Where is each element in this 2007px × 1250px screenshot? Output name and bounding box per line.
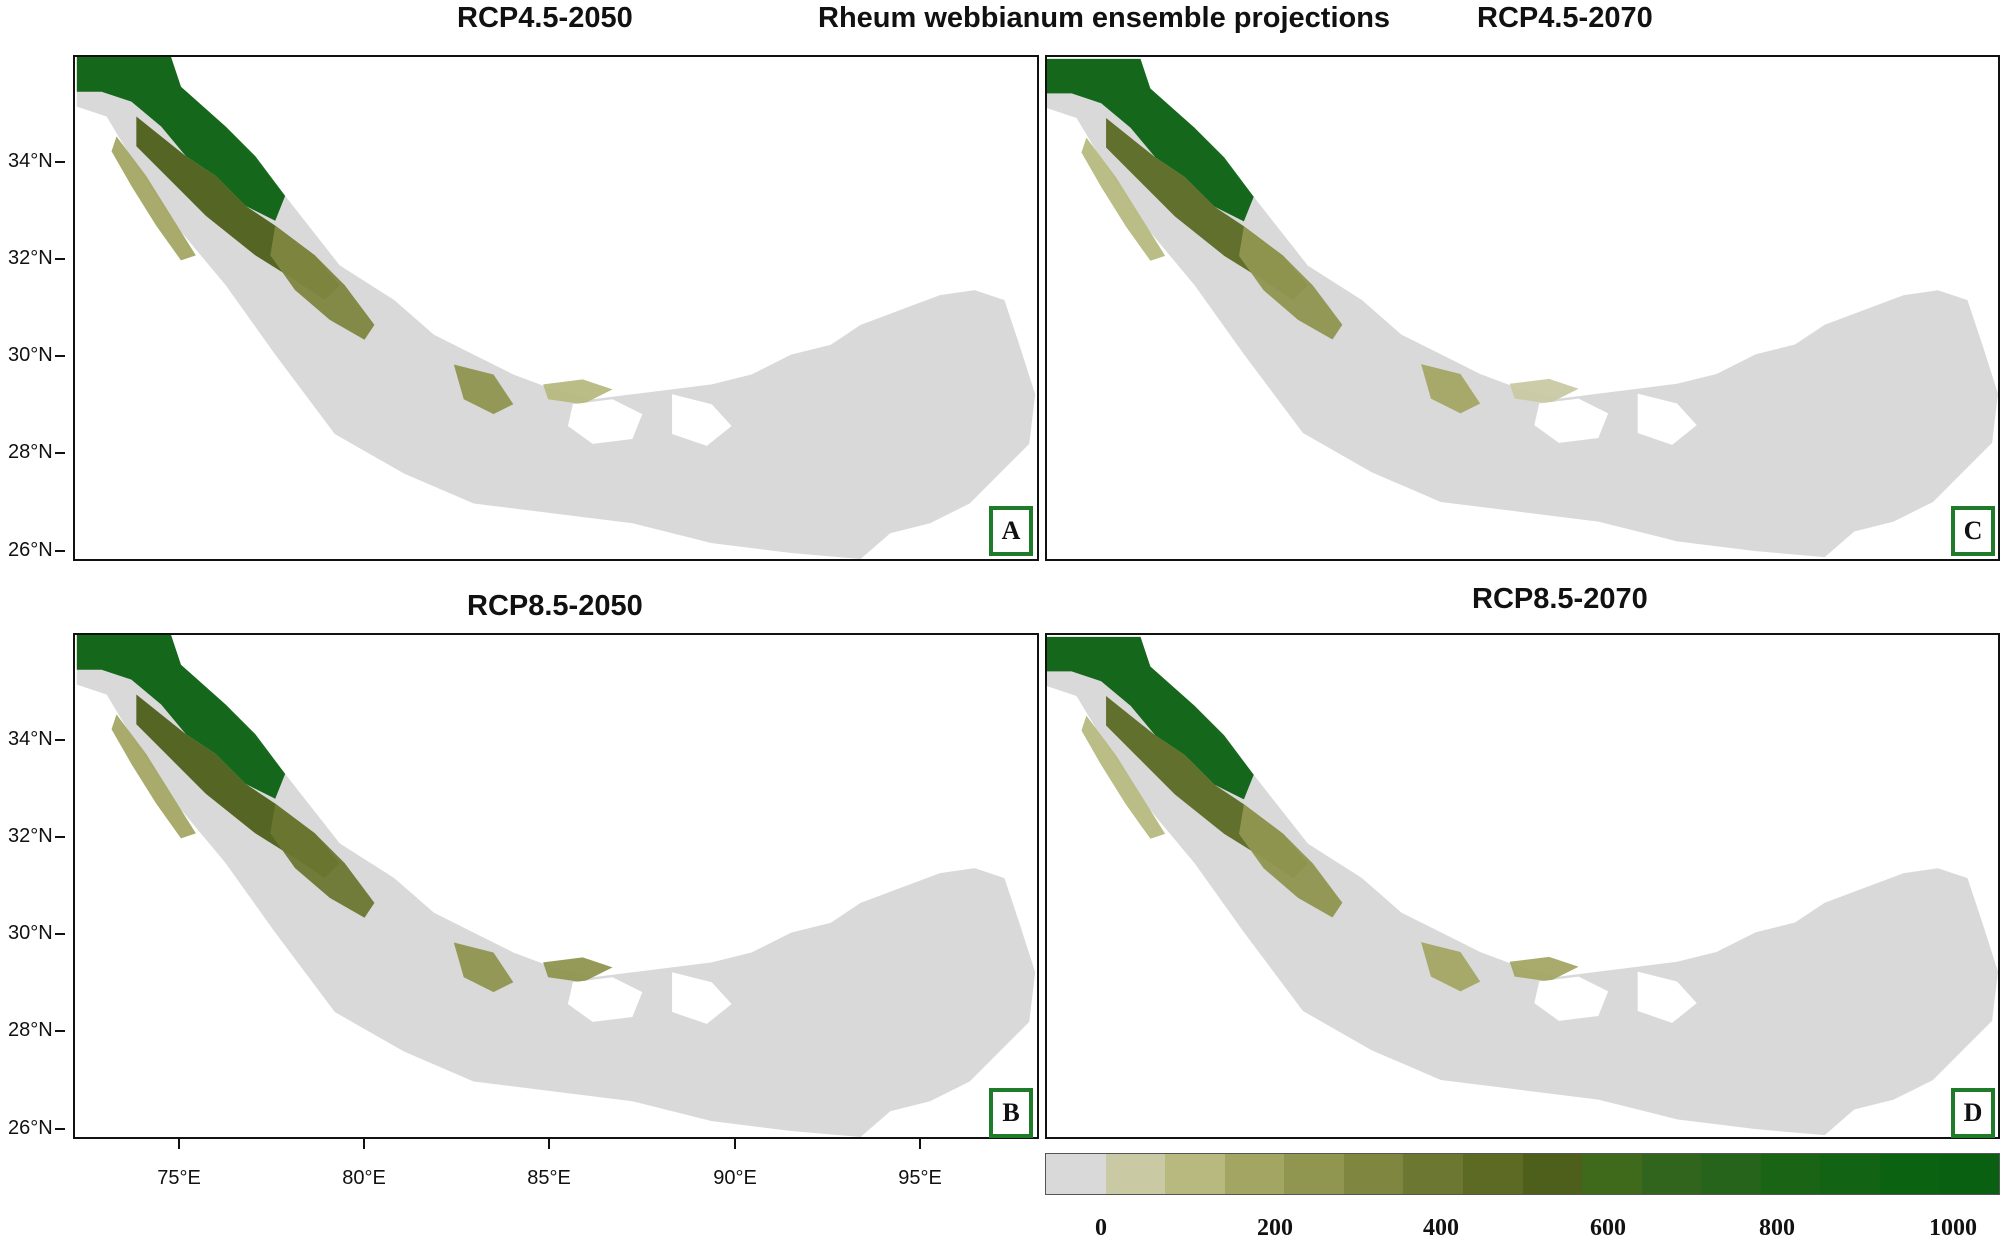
scale-label-0: 0	[1095, 1215, 1107, 1241]
lake-gap	[1637, 393, 1697, 445]
lake-gap	[672, 972, 732, 1024]
study-area-land	[76, 57, 1036, 559]
scale-swatch	[1046, 1154, 1106, 1194]
lon-label-90: 90°E	[713, 1167, 757, 1189]
panel-a-title: RCP4.5-2050	[457, 2, 633, 34]
suitability-zone	[543, 379, 613, 405]
scale-label-200: 200	[1257, 1215, 1293, 1241]
scale-label-1000: 1000	[1929, 1215, 1977, 1241]
lat-label-30-bottom: 30°N	[8, 922, 65, 944]
lon-tick-75	[178, 1139, 180, 1149]
lat-label-32-bottom: 32°N	[8, 825, 65, 847]
suitability-zone	[453, 942, 514, 993]
lat-label-26-top: 26°N	[8, 539, 65, 561]
lon-tick-80	[363, 1139, 365, 1149]
suitability-zone	[270, 225, 375, 340]
color-scale-bar	[1045, 1153, 2000, 1195]
lon-tick-90	[734, 1139, 736, 1149]
scale-swatch	[1403, 1154, 1463, 1194]
scale-swatch	[1760, 1154, 1821, 1194]
scale-swatch	[1701, 1154, 1761, 1194]
suitability-zone	[1421, 942, 1481, 992]
scale-label-400: 400	[1423, 1215, 1459, 1241]
panel-b-label: B	[989, 1088, 1033, 1138]
scale-swatch	[1522, 1154, 1583, 1194]
lake-gap	[567, 977, 643, 1022]
suitability-map	[1047, 58, 1998, 558]
suitability-zone	[270, 803, 375, 918]
suitability-zone	[1047, 636, 1254, 800]
main-title: Rheum webbianum ensemble projections	[818, 2, 1391, 34]
lon-tick-95	[919, 1139, 921, 1149]
panel-a-label: A	[989, 506, 1033, 556]
study-area-land	[1047, 636, 1998, 1136]
suitability-zone	[76, 57, 286, 221]
scale-label-600: 600	[1590, 1215, 1626, 1241]
map-panel-a	[73, 55, 1039, 561]
suitability-zone	[1081, 715, 1166, 839]
scale-swatch	[1224, 1154, 1285, 1194]
scale-swatch	[1284, 1154, 1344, 1194]
scale-swatch	[1462, 1154, 1523, 1194]
scale-swatch	[1105, 1154, 1166, 1194]
suitability-zone	[1047, 58, 1254, 222]
scale-label-800: 800	[1759, 1215, 1795, 1241]
map-panel-d	[1045, 633, 2000, 1139]
lat-label-28-top: 28°N	[8, 441, 65, 463]
lat-label-34-top: 34°N	[8, 150, 65, 172]
suitability-zone	[1081, 137, 1166, 261]
suitability-zone	[76, 635, 286, 799]
suitability-map	[76, 635, 1036, 1137]
suitability-zone	[453, 364, 514, 415]
scale-swatch	[1820, 1154, 1880, 1194]
lat-label-34-bottom: 34°N	[8, 728, 65, 750]
study-area-land	[76, 635, 1036, 1137]
suitability-zone	[543, 957, 613, 983]
lake-gap	[567, 399, 643, 444]
lon-label-80: 80°E	[342, 1167, 386, 1189]
scale-swatch	[1165, 1154, 1225, 1194]
lat-label-28-bottom: 28°N	[8, 1019, 65, 1041]
lat-label-30-top: 30°N	[8, 344, 65, 366]
lake-gap	[1637, 971, 1697, 1023]
suitability-zone	[1509, 956, 1579, 982]
study-area-land	[1047, 58, 1998, 558]
scale-swatch	[1582, 1154, 1642, 1194]
panel-c-title: RCP4.5-2070	[1477, 2, 1653, 34]
scale-swatch	[1343, 1154, 1404, 1194]
scale-swatch	[1939, 1154, 1999, 1194]
suitability-map	[1047, 636, 1998, 1136]
suitability-zone	[1238, 804, 1343, 918]
map-panel-c	[1045, 55, 2000, 561]
scale-swatch	[1879, 1154, 1940, 1194]
suitability-zone	[111, 714, 196, 839]
suitability-zone	[1238, 226, 1343, 340]
scale-swatch	[1641, 1154, 1702, 1194]
lon-label-75: 75°E	[157, 1167, 201, 1189]
suitability-zone	[111, 136, 196, 261]
suitability-zone	[1509, 378, 1579, 404]
lon-label-95: 95°E	[898, 1167, 942, 1189]
lon-tick-85	[548, 1139, 550, 1149]
panel-c-label: C	[1951, 506, 1995, 556]
lat-label-32-top: 32°N	[8, 247, 65, 269]
lat-label-26-bottom: 26°N	[8, 1117, 65, 1139]
lake-gap	[1534, 398, 1609, 443]
suitability-map	[76, 57, 1036, 559]
panel-d-label: D	[1951, 1088, 1995, 1138]
map-panel-b	[73, 633, 1039, 1139]
panel-d-title: RCP8.5-2070	[1472, 583, 1648, 615]
lon-label-85: 85°E	[527, 1167, 571, 1189]
suitability-zone	[1421, 364, 1481, 414]
lake-gap	[1534, 976, 1609, 1021]
panel-b-title: RCP8.5-2050	[467, 590, 643, 622]
lake-gap	[672, 394, 732, 446]
